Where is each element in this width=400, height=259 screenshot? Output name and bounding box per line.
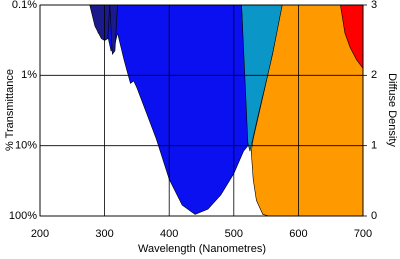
y2-tick-label: 0	[371, 210, 377, 222]
x-tick-label: 600	[289, 228, 307, 240]
x-tick-label: 400	[160, 228, 178, 240]
area	[91, 4, 249, 215]
x-axis-title: Wavelength (Nanometres)	[138, 243, 266, 255]
y-axis-title: % Transmittance	[4, 69, 16, 151]
y2-tick-label: 2	[371, 69, 377, 81]
y-tick-label: 0.1%	[12, 0, 37, 11]
y2-axis-title: Diffuse Density	[386, 73, 398, 147]
y-tick-label: 100%	[9, 210, 37, 222]
area	[89, 4, 118, 55]
x-tick-label: 300	[95, 228, 113, 240]
x-tick-label: 700	[354, 228, 372, 240]
plot-frame	[39, 4, 364, 217]
x-tick-label: 500	[225, 228, 243, 240]
y-tick-label: 10%	[15, 140, 37, 152]
x-tick-label: 200	[31, 228, 49, 240]
y-tick-label: 1%	[21, 69, 37, 81]
y2-tick-label: 3	[371, 0, 377, 11]
y2-tick-label: 1	[371, 140, 377, 152]
